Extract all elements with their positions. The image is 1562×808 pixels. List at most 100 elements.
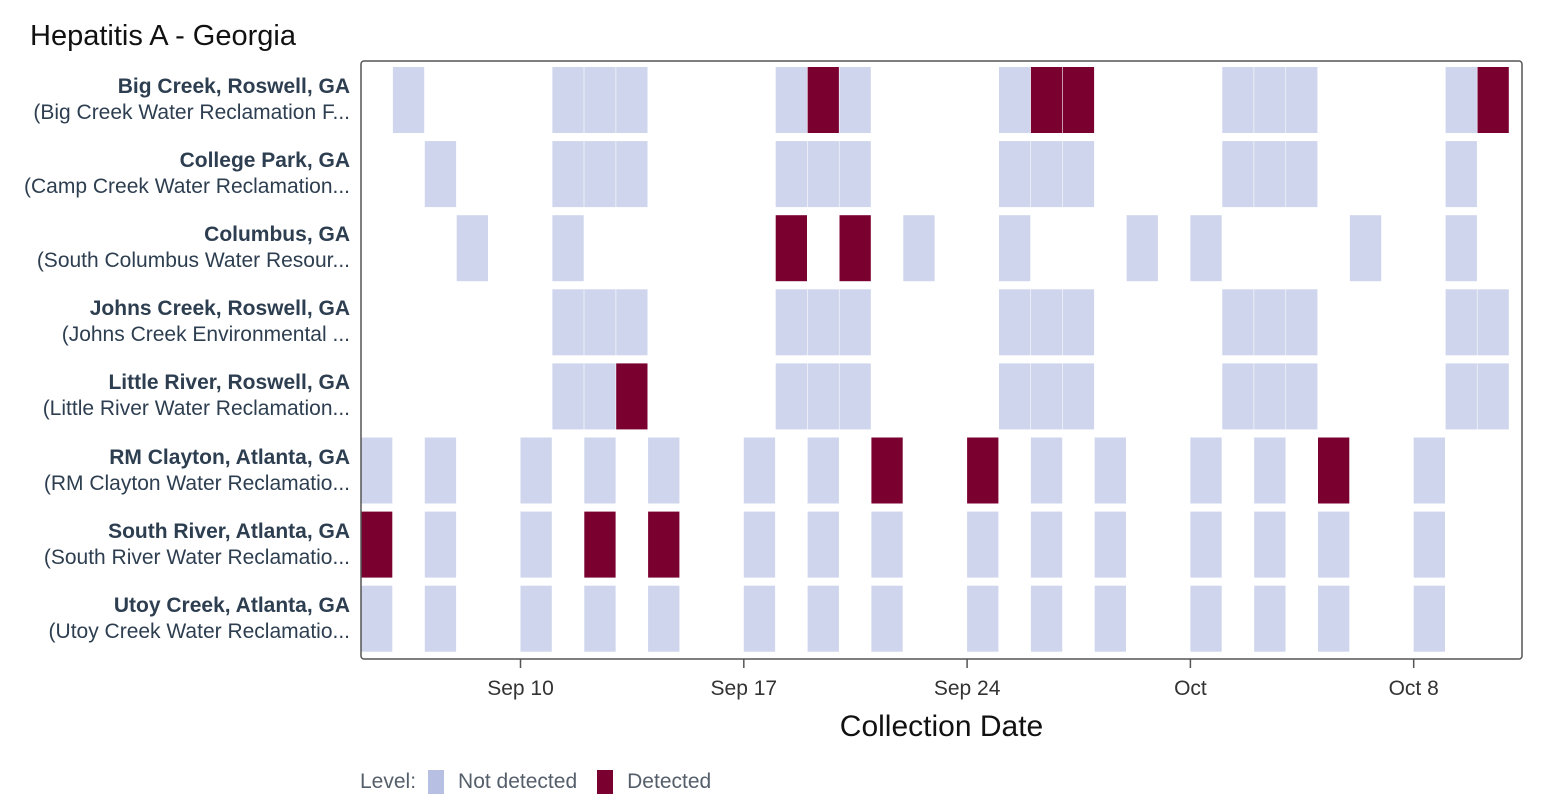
y-label-facility: (Camp Creek Water Reclamation... xyxy=(24,175,350,199)
cell-not-detected xyxy=(1062,363,1095,430)
cell-detected xyxy=(967,437,999,504)
cell-not-detected xyxy=(552,215,584,282)
cell-not-detected xyxy=(584,67,616,133)
cell-not-detected xyxy=(552,67,584,133)
legend-label-not-detected: Not detected xyxy=(458,770,578,793)
legend-label-detected: Detected xyxy=(627,770,712,793)
cell-not-detected xyxy=(839,141,871,208)
y-label-site: College Park, GA xyxy=(179,149,350,173)
legend: Level: Not detected Detected xyxy=(360,768,719,796)
cell-not-detected xyxy=(1349,215,1382,282)
chart-title: Hepatitis A - Georgia xyxy=(30,20,296,52)
cell-not-detected xyxy=(1094,437,1126,504)
cell-not-detected xyxy=(584,289,616,356)
y-label-site: South River, Atlanta, GA xyxy=(108,519,350,543)
cell-not-detected xyxy=(775,67,807,133)
cell-not-detected xyxy=(807,511,839,578)
y-label-site: Big Creek, Roswell, GA xyxy=(117,75,350,98)
cell-not-detected xyxy=(807,585,839,652)
cell-not-detected xyxy=(1254,511,1286,578)
cell-not-detected xyxy=(584,437,616,504)
cell-not-detected xyxy=(1318,585,1350,652)
cell-not-detected xyxy=(648,437,680,504)
x-tick-label: Oct xyxy=(1174,677,1207,700)
cell-detected xyxy=(584,511,616,578)
cell-detected xyxy=(1030,67,1063,133)
x-tick-label: Sep 10 xyxy=(487,677,554,700)
y-axis-label: RM Clayton, Atlanta, GA (RM Clayton Water… xyxy=(44,445,350,497)
y-axis-label: South River, Atlanta, GA (South River Wat… xyxy=(44,519,350,571)
cell-not-detected xyxy=(424,511,457,578)
cell-not-detected xyxy=(775,289,807,356)
cell-detected xyxy=(775,215,807,282)
legend-swatch-not-detected xyxy=(428,770,445,794)
cell-not-detected xyxy=(456,215,488,282)
cell-not-detected xyxy=(1030,585,1063,652)
x-tick-label: Sep 24 xyxy=(934,677,1001,700)
cell-not-detected xyxy=(807,437,839,504)
y-label-facility: (South River Water Reclamatio... xyxy=(43,545,350,569)
cell-not-detected xyxy=(1094,585,1126,652)
cell-detected xyxy=(361,511,393,578)
y-label-site: Utoy Creek, Atlanta, GA xyxy=(113,593,350,617)
cell-not-detected xyxy=(1445,363,1477,430)
cell-not-detected xyxy=(743,437,776,504)
x-tick-label: Oct 8 xyxy=(1389,677,1439,700)
y-label-site: RM Clayton, Atlanta, GA xyxy=(109,445,350,469)
y-label-site: Columbus, GA xyxy=(204,223,350,247)
cell-not-detected xyxy=(424,585,457,652)
cell-not-detected xyxy=(1030,363,1063,430)
cell-detected xyxy=(648,511,680,578)
cell-not-detected xyxy=(1062,141,1095,208)
cell-not-detected xyxy=(1413,437,1445,504)
cell-detected xyxy=(1318,437,1350,504)
cell-not-detected xyxy=(999,141,1031,208)
y-axis-label: Utoy Creek, Atlanta, GA (Utoy Creek Water… xyxy=(49,593,350,645)
cell-not-detected xyxy=(424,437,457,504)
cell-not-detected xyxy=(775,141,807,208)
cell-not-detected xyxy=(871,511,903,578)
cell-not-detected xyxy=(616,67,648,133)
cell-not-detected xyxy=(424,141,457,208)
cell-detected xyxy=(1062,67,1095,133)
cell-not-detected xyxy=(520,437,552,504)
cell-not-detected xyxy=(1062,289,1095,356)
cell-not-detected xyxy=(1030,511,1063,578)
cell-not-detected xyxy=(616,289,648,356)
cell-not-detected xyxy=(552,141,584,208)
cell-not-detected xyxy=(807,141,839,208)
cell-not-detected xyxy=(1094,511,1126,578)
y-axis-label: Columbus, GA (South Columbus Water Resour… xyxy=(37,222,350,274)
cell-not-detected xyxy=(743,511,776,578)
cell-not-detected xyxy=(1190,585,1222,652)
cell-not-detected xyxy=(743,585,776,652)
cell-not-detected xyxy=(1318,511,1350,578)
y-label-facility: (Utoy Creek Water Reclamatio... xyxy=(48,619,350,643)
cell-not-detected xyxy=(1126,215,1158,282)
cell-not-detected xyxy=(584,141,616,208)
cell-detected xyxy=(839,215,871,282)
cell-not-detected xyxy=(361,437,393,504)
y-label-facility: (Big Creek Water Reclamation F... xyxy=(33,101,350,124)
cell-not-detected xyxy=(520,585,552,652)
cell-not-detected xyxy=(584,363,616,430)
cell-not-detected xyxy=(1477,289,1509,356)
cell-not-detected xyxy=(1254,585,1286,652)
cell-not-detected xyxy=(967,585,999,652)
cell-not-detected xyxy=(1030,289,1063,356)
cell-detected xyxy=(616,363,648,430)
x-tick-label: Sep 17 xyxy=(711,677,778,700)
cell-detected xyxy=(1477,67,1509,133)
cell-not-detected xyxy=(392,67,425,133)
cell-not-detected xyxy=(1445,215,1477,282)
cell-not-detected xyxy=(1445,141,1477,208)
cell-not-detected xyxy=(616,141,648,208)
cell-not-detected xyxy=(775,363,807,430)
y-label-site: Little River, Roswell, GA xyxy=(108,371,350,395)
y-axis-label: Big Creek, Roswell, GA (Big Creek Water R… xyxy=(33,74,350,126)
y-label-facility: (Little River Water Reclamation... xyxy=(42,397,350,421)
y-label-site: Johns Creek, Roswell, GA xyxy=(89,297,350,321)
cell-not-detected xyxy=(1254,67,1286,133)
cell-not-detected xyxy=(1413,585,1445,652)
y-axis-label: Little River, Roswell, GA (Little River W… xyxy=(43,370,350,422)
